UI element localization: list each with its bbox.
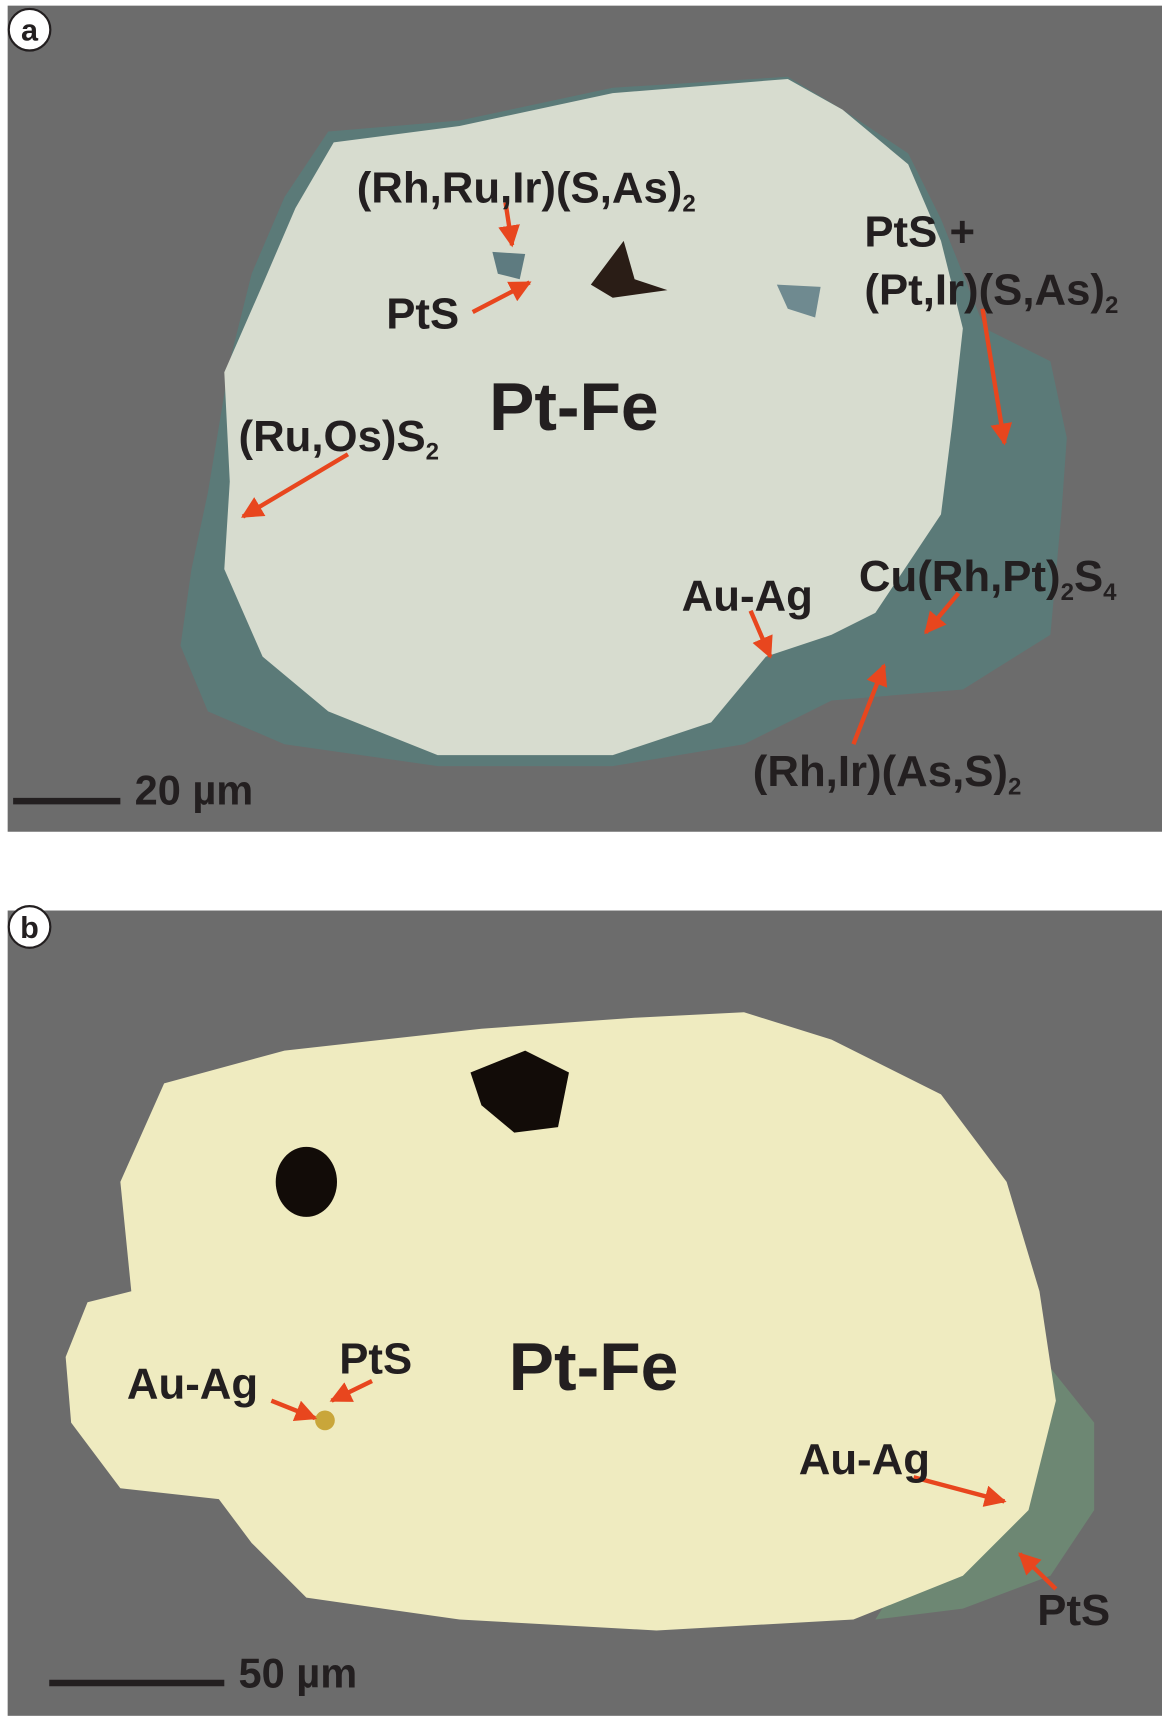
label-subscript: 2 — [1008, 774, 1021, 801]
mineral-label: PtS — [386, 289, 459, 338]
figure: a20 µm(Rh,Ru,Ir)(S,As)2PtSPt-Fe(Ru,Os)S2… — [0, 0, 1162, 1716]
inclusion — [276, 1147, 337, 1217]
mineral-label: (Pt,Ir)(S,As)2 — [864, 265, 1118, 319]
panel-label: b — [20, 911, 39, 945]
inclusion — [315, 1411, 335, 1431]
label-text: Pt-Fe — [489, 370, 659, 445]
label-text: (Rh,Ir)(As,S) — [753, 747, 1008, 796]
label-subscript: 2 — [1061, 579, 1074, 606]
mineral-label: (Rh,Ru,Ir)(S,As)2 — [357, 164, 696, 218]
label-text: PtS — [386, 289, 459, 338]
label-text: Pt-Fe — [509, 1330, 679, 1405]
label-text: Au-Ag — [799, 1435, 930, 1484]
label-text: PtS — [339, 1334, 412, 1383]
scale-bar-label: 50 µm — [239, 1649, 358, 1696]
mineral-label: (Rh,Ir)(As,S)2 — [753, 747, 1022, 801]
label-subscript: 4 — [1103, 579, 1117, 606]
mineral-label: (Ru,Os)S2 — [239, 412, 440, 466]
mineral-label: Au-Ag — [799, 1435, 930, 1484]
mineral-label: Pt-Fe — [509, 1330, 679, 1405]
label-text: PtS + — [864, 207, 975, 256]
mineral-label: Pt-Fe — [489, 370, 659, 445]
label-text: (Rh,Ru,Ir)(S,As) — [357, 164, 683, 213]
label-text: Au-Ag — [682, 572, 813, 621]
mineral-label: PtS — [1037, 1586, 1110, 1635]
label-text: Cu(Rh,Pt) — [859, 552, 1061, 601]
label-subscript: 2 — [682, 190, 695, 217]
mineral-label: PtS + — [864, 207, 975, 256]
mineral-label: Au-Ag — [127, 1360, 258, 1409]
label-text: S — [1074, 552, 1103, 601]
label-text: (Pt,Ir)(S,As) — [864, 265, 1105, 314]
mineral-label: Cu(Rh,Pt)2S4 — [859, 552, 1117, 606]
label-text: Au-Ag — [127, 1360, 258, 1409]
label-subscript: 2 — [1105, 292, 1118, 319]
label-text: (Ru,Os)S — [239, 412, 426, 461]
mineral-label: Au-Ag — [682, 572, 813, 621]
label-subscript: 2 — [426, 439, 439, 466]
scale-bar-label: 20 µm — [135, 766, 254, 813]
mineral-label: PtS — [339, 1334, 412, 1383]
label-text: PtS — [1037, 1586, 1110, 1635]
panel-label: a — [21, 14, 39, 48]
